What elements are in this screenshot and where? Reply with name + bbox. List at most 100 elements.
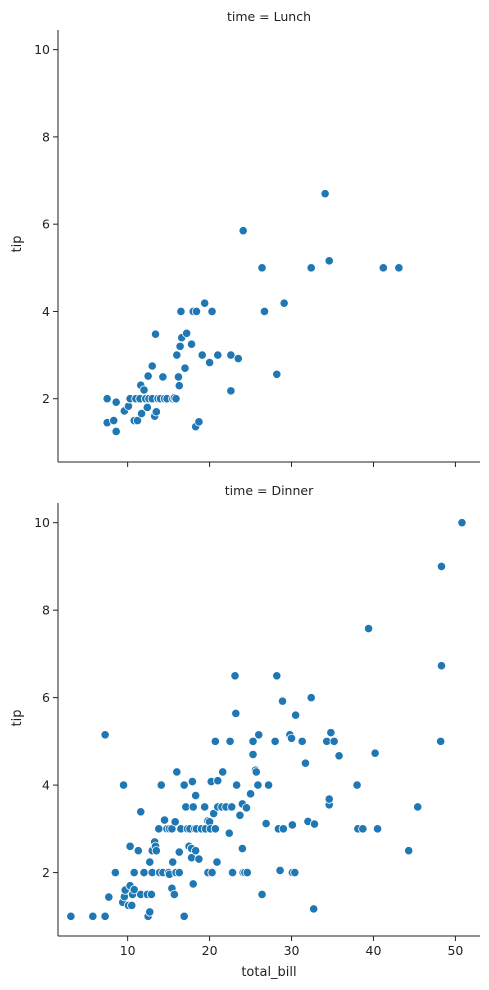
data-point (370, 748, 380, 758)
data-point (159, 815, 170, 825)
data-point (179, 780, 189, 790)
data-point (436, 561, 447, 572)
data-point (171, 394, 181, 404)
data-point (150, 329, 161, 339)
data-point (290, 867, 300, 878)
y-tick-label: 2 (42, 391, 50, 406)
data-point (204, 357, 215, 368)
data-point (224, 828, 234, 838)
data-point (334, 751, 344, 761)
x-tick-label: 40 (366, 943, 382, 958)
data-point (132, 415, 143, 426)
data-point (248, 736, 258, 746)
data-point (146, 889, 157, 900)
data-point (263, 780, 274, 790)
facet-dinner: time = Dinner tip total_bill 2 4 6 8 10 10 20 3… (10, 483, 480, 980)
data-point (309, 904, 319, 914)
data-point (186, 339, 197, 349)
y-tick-label: 6 (42, 690, 50, 705)
data-point (300, 758, 311, 768)
data-point (111, 426, 121, 437)
data-point (233, 353, 243, 364)
data-point (226, 350, 236, 360)
data-point (218, 767, 228, 777)
data-point (209, 808, 219, 819)
data-point (286, 733, 297, 743)
data-point (358, 824, 368, 834)
data-point (213, 350, 223, 360)
data-point (372, 824, 383, 834)
data-point (139, 867, 149, 878)
data-point (136, 807, 146, 817)
data-point (194, 417, 204, 427)
data-point (245, 789, 256, 799)
data-point (194, 854, 204, 864)
data-point (329, 736, 339, 746)
data-point (231, 708, 241, 718)
data-point (180, 363, 190, 373)
data-point (272, 671, 282, 681)
data-point (182, 328, 192, 338)
data-point (272, 369, 282, 379)
x-tick-label: 30 (284, 943, 300, 958)
data-point (257, 889, 267, 900)
y-tick-label: 6 (42, 217, 50, 232)
data-point (191, 846, 201, 856)
data-point (287, 820, 297, 830)
data-point (404, 846, 414, 856)
data-point (176, 306, 186, 317)
data-point (197, 350, 207, 360)
data-point (363, 623, 374, 634)
data-point (242, 867, 252, 878)
data-point (179, 911, 189, 921)
data-point (156, 780, 166, 790)
data-point (174, 381, 184, 391)
data-point (158, 372, 168, 382)
data-point (212, 857, 222, 867)
data-point (324, 256, 334, 266)
data-point (352, 780, 362, 790)
data-point (133, 846, 143, 856)
data-point (188, 802, 198, 812)
data-point (207, 306, 217, 317)
data-point (259, 306, 270, 317)
x-tick-label: 10 (120, 943, 136, 958)
data-point (143, 371, 153, 381)
data-point (187, 777, 197, 787)
y-axis-label-dinner: tip (10, 710, 25, 727)
axis-ticks-lunch: 2 4 6 8 10 (34, 42, 456, 467)
data-point (169, 889, 179, 900)
data-point (145, 907, 155, 917)
data-point (235, 810, 245, 820)
data-point (207, 867, 217, 878)
data-point (142, 402, 152, 413)
data-point (147, 361, 157, 371)
y-tick-label: 10 (34, 515, 50, 530)
data-point (118, 780, 129, 790)
points-lunch (102, 189, 404, 437)
data-point (151, 407, 161, 417)
y-tick-label: 4 (42, 304, 50, 319)
data-point (254, 730, 264, 740)
y-axis-label-lunch: tip (10, 236, 25, 253)
data-point (248, 749, 258, 760)
data-point (88, 911, 98, 921)
data-point (279, 298, 289, 308)
data-point (191, 306, 202, 317)
data-point (109, 415, 119, 426)
data-point (188, 879, 198, 889)
data-point (136, 408, 147, 419)
y-tick-label: 4 (42, 778, 50, 793)
x-tick-label: 50 (447, 943, 463, 958)
data-point (270, 736, 280, 746)
data-point (324, 794, 334, 804)
data-point (309, 819, 320, 829)
data-point (102, 394, 112, 404)
facet-lunch: time = Lunch tip 2 4 6 8 10 (10, 9, 480, 467)
data-point (174, 847, 184, 857)
data-point (238, 226, 248, 236)
data-point (291, 710, 301, 720)
data-point (173, 372, 184, 382)
data-point (172, 767, 182, 777)
